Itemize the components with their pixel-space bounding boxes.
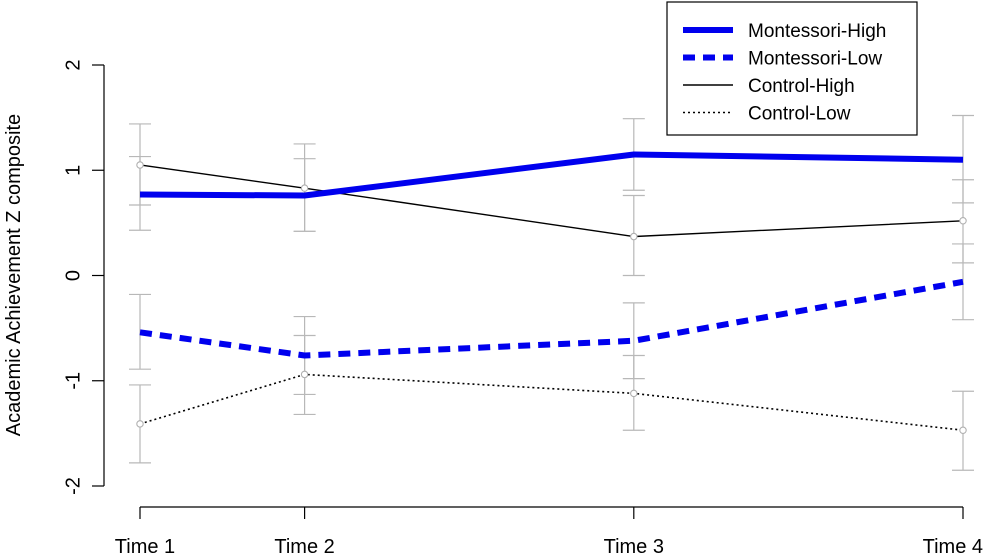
y-tick-label: -2 xyxy=(62,477,84,495)
point-markers xyxy=(136,161,967,434)
series-line-montessori-low xyxy=(139,278,964,359)
y-tick-label: 0 xyxy=(62,270,84,281)
legend-label: Montessori-Low xyxy=(748,49,882,70)
series-lines xyxy=(139,151,964,432)
legend: Montessori-High Montessori-Low Control-Hig… xyxy=(666,1,918,136)
series-line-control-low xyxy=(139,373,964,432)
y-axis: -2 -1 0 1 2 xyxy=(62,59,105,495)
x-tick-label: Time 4 xyxy=(923,536,983,557)
data-point xyxy=(136,420,144,428)
data-point xyxy=(959,217,967,225)
y-tick-label: -1 xyxy=(62,372,84,390)
x-tick-label: Time 3 xyxy=(604,536,664,557)
y-axis-title: Academic Achievement Z composite xyxy=(3,114,25,436)
legend-label: Control-Low xyxy=(748,104,851,125)
data-point xyxy=(630,389,638,398)
data-point xyxy=(630,232,638,241)
y-tick-label: 1 xyxy=(62,165,84,176)
y-tick-label: 2 xyxy=(62,59,84,70)
legend-label: Montessori-High xyxy=(748,21,886,42)
x-tick-label: Time 2 xyxy=(274,536,334,557)
legend-label: Control-High xyxy=(748,76,855,97)
data-point xyxy=(136,161,144,169)
data-point xyxy=(300,184,309,192)
data-point xyxy=(959,426,967,434)
series-line-control-high xyxy=(139,164,964,238)
series-line-montessori-high xyxy=(139,151,964,199)
x-tick-label: Time 1 xyxy=(115,536,175,557)
x-axis: Time 1 Time 2 Time 3 Time 4 xyxy=(115,506,983,557)
data-point xyxy=(300,370,309,379)
